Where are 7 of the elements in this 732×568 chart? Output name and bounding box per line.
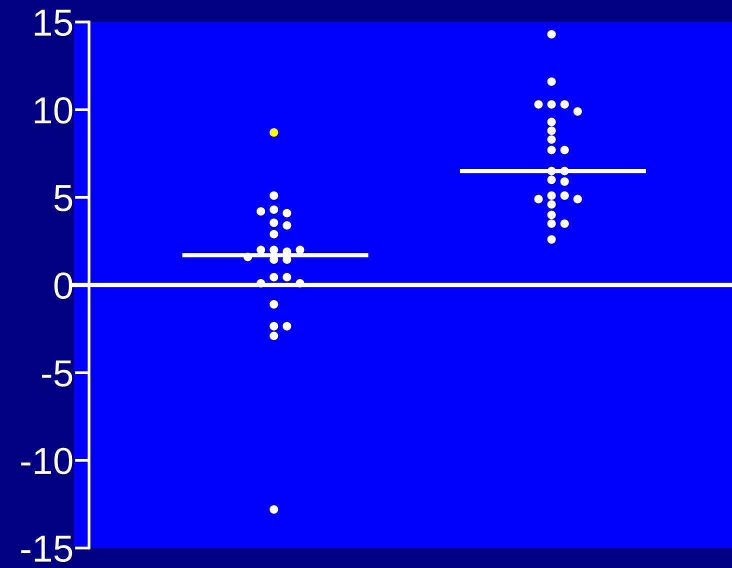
y-tick-label: -15 [21,536,72,562]
y-tick-label: 0 [54,272,72,299]
y-tick-label: 15 [34,10,72,36]
y-tick-label: 10 [34,97,72,124]
y-tick-label: -5 [42,360,72,387]
y-tick-label: -10 [21,448,72,474]
y-tick-label: 5 [54,185,72,212]
